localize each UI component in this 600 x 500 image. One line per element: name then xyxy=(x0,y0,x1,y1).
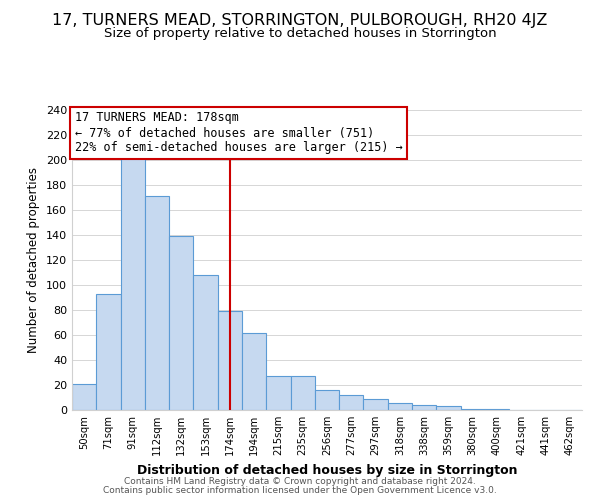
Y-axis label: Number of detached properties: Number of detached properties xyxy=(28,167,40,353)
Bar xyxy=(169,236,193,410)
Bar xyxy=(72,384,96,410)
Bar xyxy=(266,376,290,410)
Bar xyxy=(315,390,339,410)
Bar xyxy=(193,275,218,410)
Bar xyxy=(461,409,485,410)
Bar xyxy=(218,311,242,410)
Bar xyxy=(96,294,121,410)
Text: Contains HM Land Registry data © Crown copyright and database right 2024.: Contains HM Land Registry data © Crown c… xyxy=(124,477,476,486)
Bar xyxy=(290,376,315,410)
Bar xyxy=(388,402,412,410)
Bar xyxy=(339,395,364,410)
Text: Size of property relative to detached houses in Storrington: Size of property relative to detached ho… xyxy=(104,28,496,40)
Bar xyxy=(412,405,436,410)
Bar xyxy=(121,159,145,410)
Bar xyxy=(436,406,461,410)
Text: 17, TURNERS MEAD, STORRINGTON, PULBOROUGH, RH20 4JZ: 17, TURNERS MEAD, STORRINGTON, PULBOROUG… xyxy=(52,12,548,28)
Text: 17 TURNERS MEAD: 178sqm
← 77% of detached houses are smaller (751)
22% of semi-d: 17 TURNERS MEAD: 178sqm ← 77% of detache… xyxy=(74,112,403,154)
Bar xyxy=(242,332,266,410)
Bar xyxy=(485,409,509,410)
Bar xyxy=(364,399,388,410)
X-axis label: Distribution of detached houses by size in Storrington: Distribution of detached houses by size … xyxy=(137,464,517,476)
Bar xyxy=(145,196,169,410)
Text: Contains public sector information licensed under the Open Government Licence v3: Contains public sector information licen… xyxy=(103,486,497,495)
